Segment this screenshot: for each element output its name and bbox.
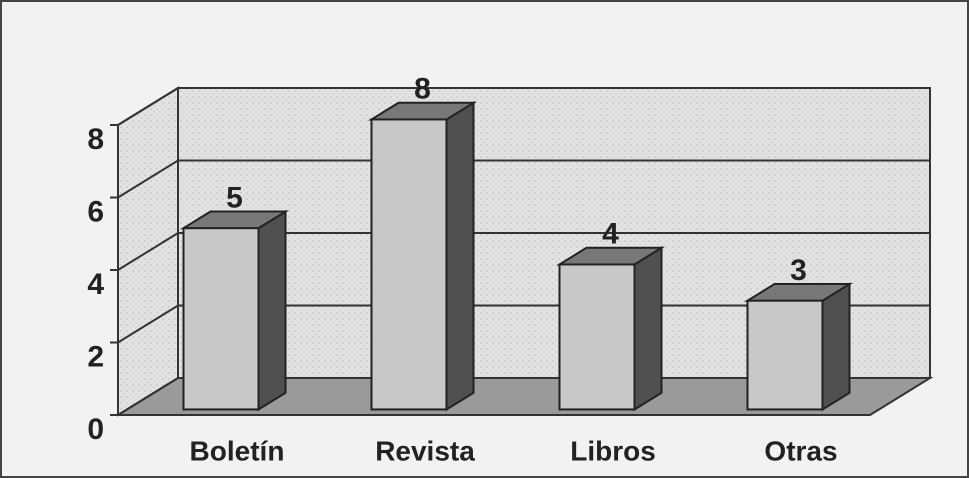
bar (746, 299, 824, 411)
grid-line (117, 304, 930, 344)
bar-side (821, 282, 851, 412)
grid-line (117, 159, 930, 199)
x-tick-label: Otras (764, 435, 837, 466)
grid-line (117, 232, 930, 271)
y-tick-label: 2 (87, 340, 104, 373)
y-tick-label: 6 (87, 195, 104, 228)
bar (370, 118, 448, 411)
grid-line (117, 377, 930, 416)
bar (558, 263, 636, 411)
y-tick-label: 4 (87, 268, 104, 301)
grid-line (117, 87, 930, 126)
value-label: 3 (790, 254, 807, 287)
x-tick-label: Libros (570, 435, 656, 466)
value-label: 4 (602, 218, 619, 251)
bar (182, 227, 260, 411)
y-tick-label: 0 (87, 413, 104, 446)
bar-side (257, 209, 287, 412)
x-tick-label: Revista (375, 435, 475, 466)
value-label: 5 (226, 181, 243, 214)
y-tick-label: 8 (87, 123, 104, 156)
bar-side (633, 246, 663, 412)
value-label: 8 (414, 73, 431, 106)
bar-side (445, 101, 475, 412)
x-tick-label: Boletín (190, 435, 285, 466)
